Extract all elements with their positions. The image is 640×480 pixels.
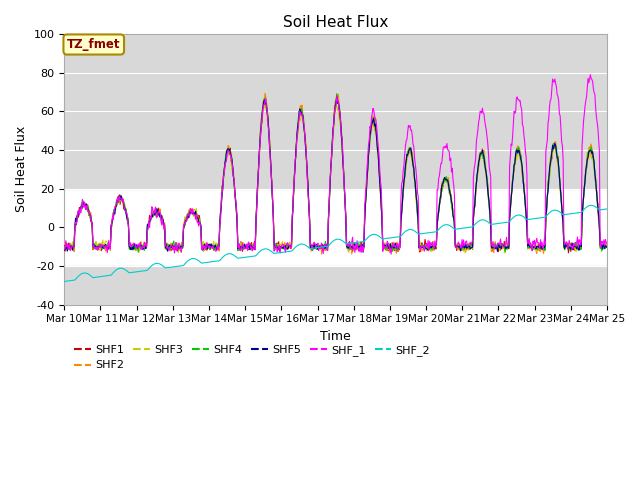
SHF_2 [126,270,134,276]
SHF3 [60,241,68,247]
Legend: SHF1, SHF2, SHF3, SHF4, SHF5, SHF_1, SHF_2: SHF1, SHF2, SHF3, SHF4, SHF5, SHF_1, SHF… [70,340,435,375]
SHF5 [603,244,611,250]
SHF_1 [418,244,426,250]
SHF_1 [60,246,68,252]
SHF_1 [603,241,611,247]
SHF_1 [126,243,134,249]
SHF3 [210,238,218,244]
SHF2 [70,249,78,254]
Line: SHF_2: SHF_2 [64,205,607,281]
SHF1 [70,248,78,254]
SHF5 [403,158,410,164]
Title: Soil Heat Flux: Soil Heat Flux [283,15,388,30]
SHF1 [60,242,68,248]
SHF2 [261,90,269,96]
Line: SHF5: SHF5 [64,96,607,252]
SHF3 [181,221,189,227]
SHF1 [261,95,269,101]
SHF1 [126,243,134,249]
SHF3 [126,240,134,245]
SHF_1 [210,247,218,252]
Line: SHF1: SHF1 [64,98,607,253]
SHF3 [70,237,78,243]
SHF_1 [586,72,594,78]
SHF4 [70,244,78,250]
SHF4 [60,246,68,252]
SHF4 [603,244,611,250]
SHF4 [419,242,427,248]
SHF3 [418,247,426,253]
SHF5 [126,245,134,251]
SHF3 [501,250,509,256]
SHF2 [348,251,356,257]
SHF5 [493,249,501,254]
SHF5 [333,93,340,99]
SHF_2 [603,206,611,212]
SHF1 [603,244,611,250]
SHF4 [403,152,411,158]
Line: SHF3: SHF3 [64,104,607,253]
SHF_1 [387,251,395,257]
SHF_2 [417,231,425,237]
SHF5 [418,245,426,251]
SHF4 [210,248,218,253]
SHF1 [210,244,218,250]
SHF5 [60,247,68,253]
SHF_2 [588,203,595,208]
SHF4 [359,249,367,255]
SHF_1 [403,138,410,144]
SHF4 [333,91,340,96]
SHF5 [181,219,189,225]
SHF1 [564,250,572,256]
SHF3 [403,162,410,168]
SHF2 [60,244,68,250]
SHF_1 [70,242,78,248]
SHF5 [210,244,218,250]
Bar [64,266,607,305]
SHF4 [181,219,189,225]
SHF5 [70,244,78,250]
SHF_2 [70,277,78,283]
SHF_2 [181,261,189,266]
Line: SHF4: SHF4 [64,94,607,252]
SHF2 [181,214,189,220]
Text: TZ_fmet: TZ_fmet [67,38,120,51]
SHF2 [603,243,611,249]
SHF1 [181,222,189,228]
SHF2 [210,246,218,252]
SHF2 [126,246,134,252]
SHF_2 [60,278,68,284]
Y-axis label: Soil Heat Flux: Soil Heat Flux [15,126,28,213]
SHF1 [403,158,410,164]
Line: SHF_1: SHF_1 [64,75,607,254]
Bar [64,34,607,189]
SHF3 [603,242,611,248]
SHF1 [418,240,426,246]
X-axis label: Time: Time [320,330,351,343]
Line: SHF2: SHF2 [64,93,607,254]
SHF_1 [181,219,189,225]
SHF3 [262,101,269,107]
SHF2 [403,154,411,159]
SHF_2 [401,228,409,234]
SHF2 [419,243,427,249]
SHF_2 [210,259,218,264]
SHF4 [126,247,134,252]
